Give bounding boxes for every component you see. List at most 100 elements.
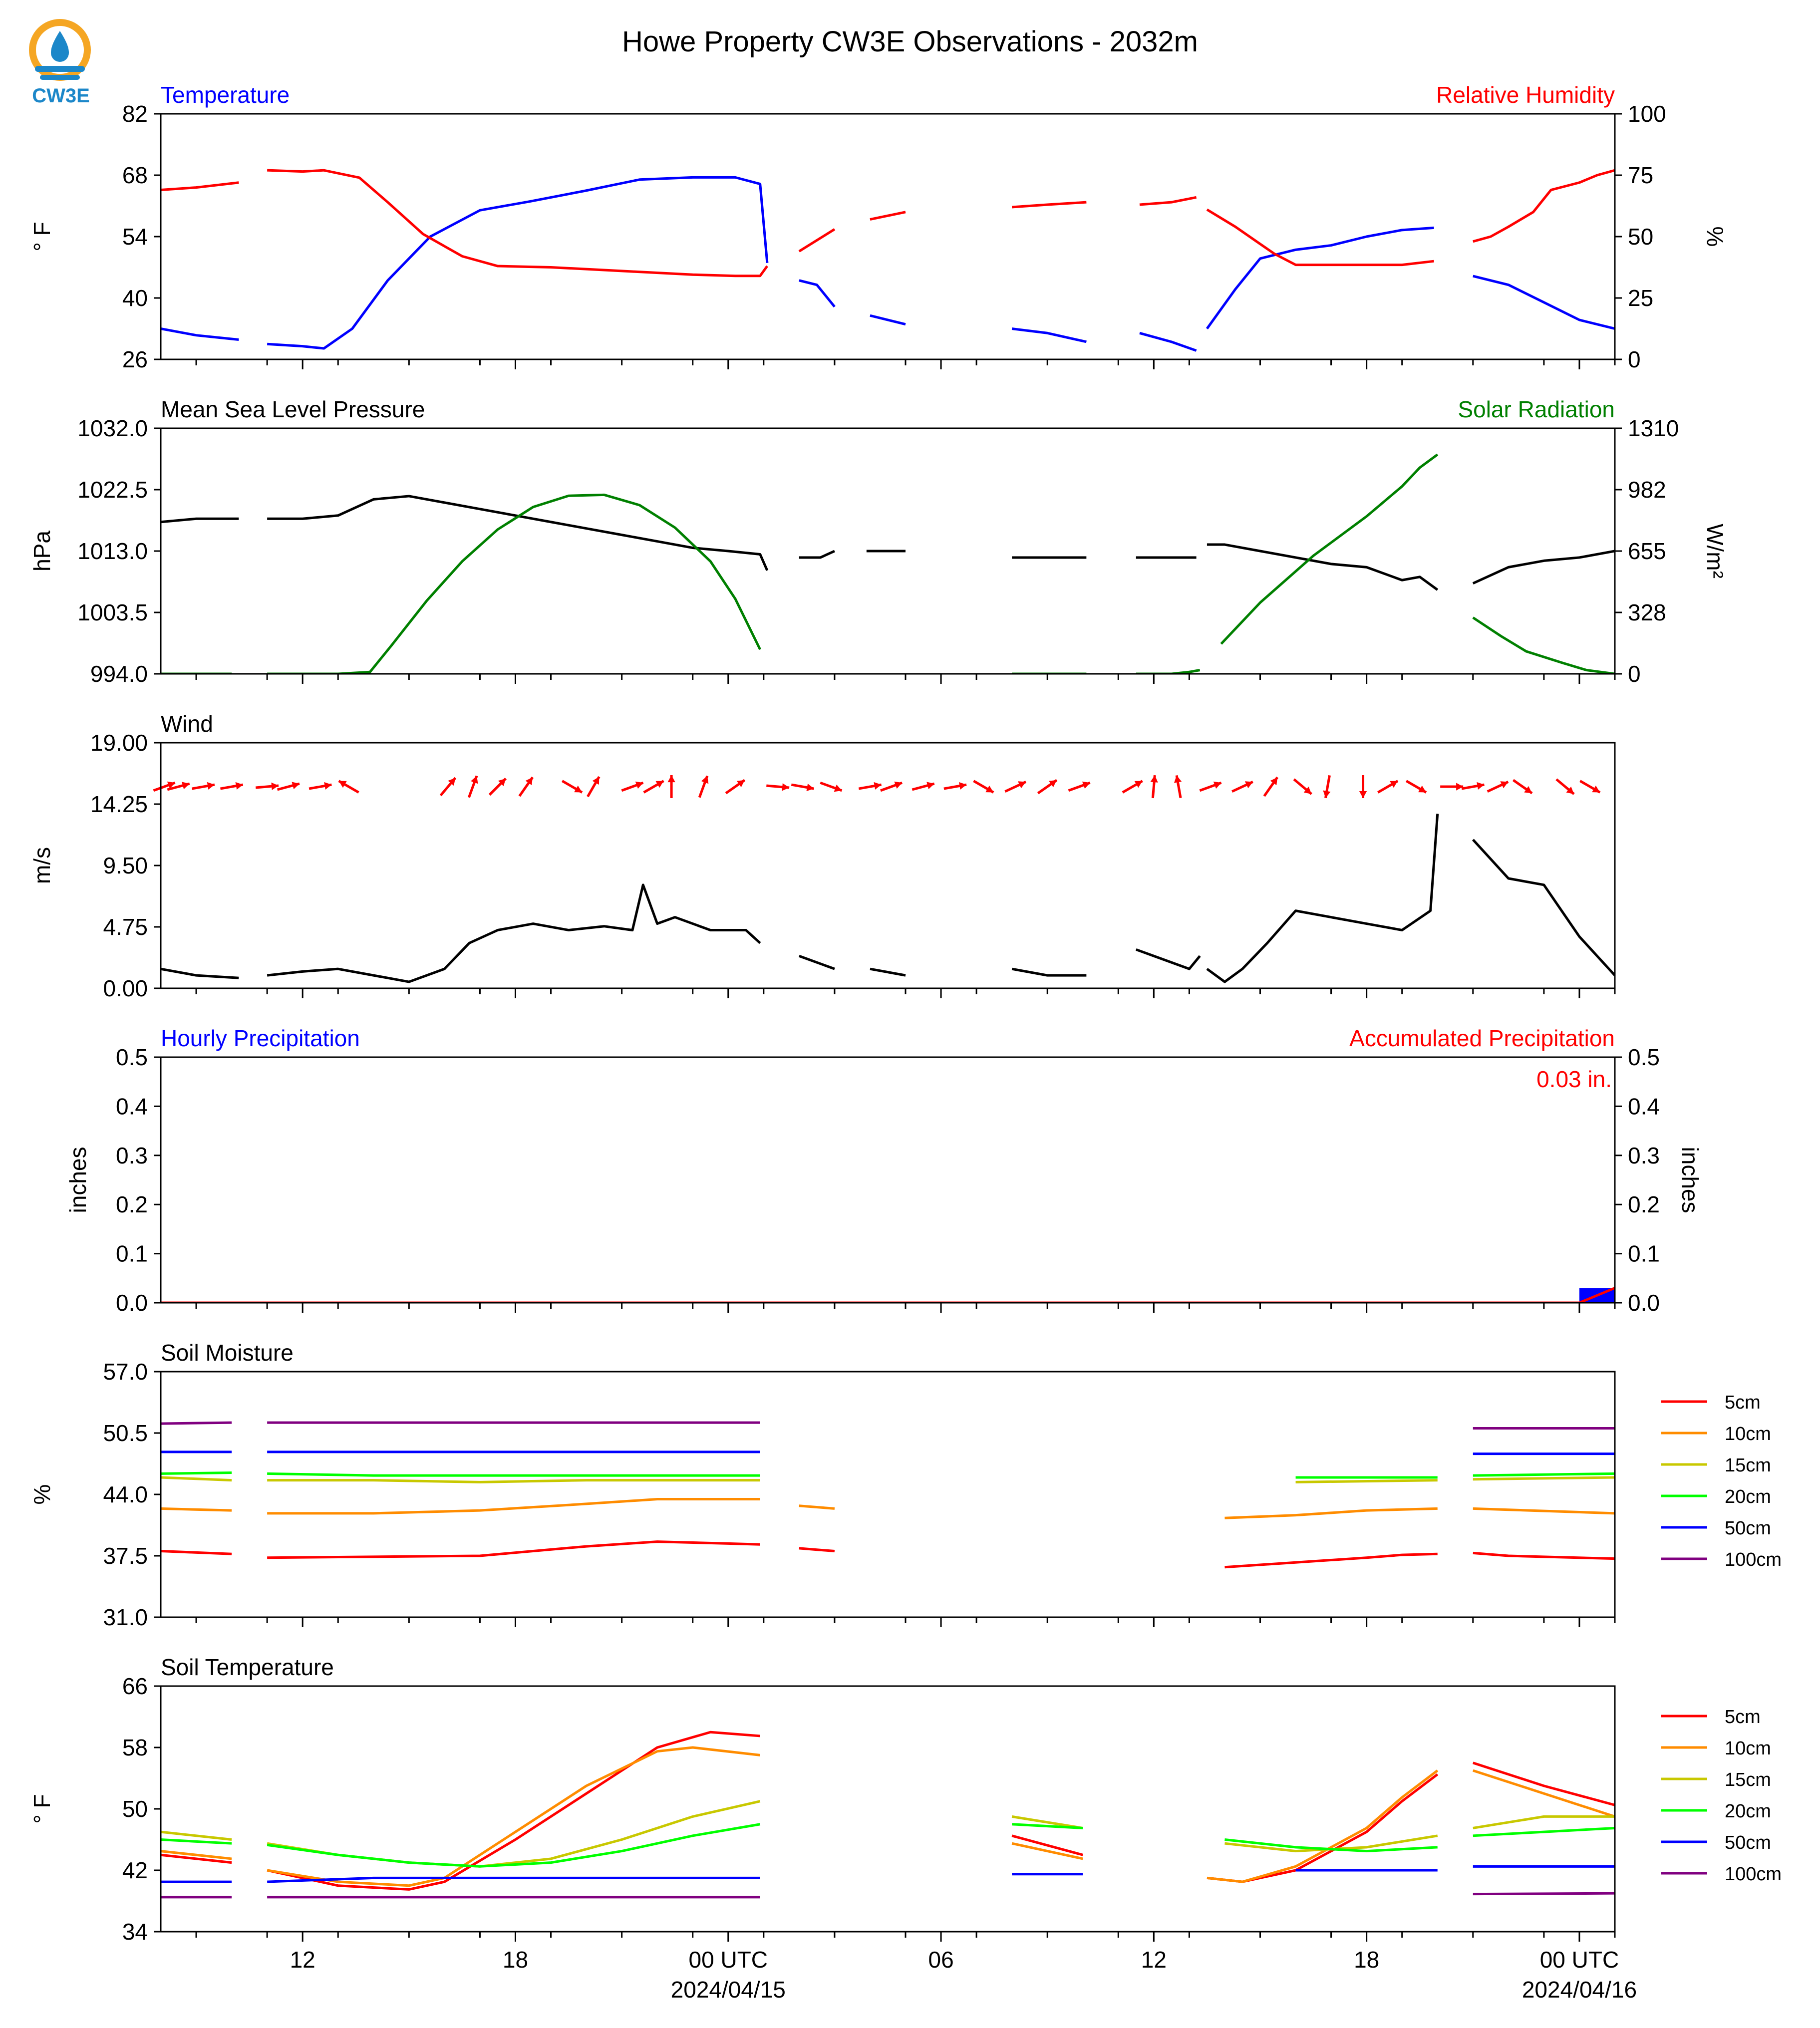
wind-arrow — [1231, 781, 1253, 793]
y-tick-label-left: 0.00 — [103, 975, 148, 1001]
logo-water-drop-icon — [51, 31, 69, 62]
wind-arrow-head — [207, 782, 215, 790]
wind-arrow — [1174, 775, 1182, 799]
data-layer — [161, 814, 1615, 983]
y-tick-label-left: 1003.5 — [77, 599, 148, 625]
wind-arrow-head — [806, 784, 814, 792]
wind-arrow — [256, 782, 279, 790]
panel-precip: Hourly Precipitation Accumulated Precipit… — [65, 1025, 1703, 1316]
series-line-50cm — [267, 1876, 760, 1883]
y-tick-label-left: 14.25 — [90, 791, 148, 817]
chart-title: Howe Property CW3E Observations - 2032m — [622, 25, 1198, 58]
y-tick-label-left: 31.0 — [103, 1604, 148, 1630]
y-axis-label-left: hPa — [29, 531, 55, 572]
series-line-15cm — [1011, 1815, 1083, 1829]
y-tick-label-left: 19.00 — [90, 730, 148, 756]
series-line-10cm — [1224, 1507, 1438, 1519]
wind-arrow — [643, 780, 664, 794]
wind-arrow-head — [926, 782, 934, 790]
x-tick-label: 18 — [1354, 1947, 1379, 1973]
series-line-temperature — [1011, 327, 1087, 343]
y-tick-label-right: 0.3 — [1628, 1143, 1660, 1168]
legend-label: 50cm — [1725, 1518, 1771, 1539]
series-line-wind-speed — [1472, 839, 1615, 976]
x-tick-label: 12 — [1141, 1947, 1167, 1973]
series-line-5cm — [799, 1547, 835, 1553]
series-line-15cm — [1473, 1815, 1615, 1829]
wind-arrow — [1487, 781, 1509, 793]
wind-arrow — [725, 779, 746, 795]
wind-arrow — [308, 782, 332, 790]
wind-arrow-head — [448, 778, 456, 786]
y-tick-label-right: 655 — [1628, 538, 1666, 564]
cw3e-logo: CW3E — [29, 19, 91, 107]
series-line-10cm — [267, 1497, 760, 1515]
wind-arrow — [858, 782, 882, 790]
series-line-5cm — [267, 1540, 760, 1559]
series-line-solar-radiation — [1472, 616, 1615, 674]
series-line-20cm — [1012, 1823, 1083, 1829]
legend: 5cm 10cm 15cm 20cm 50cm 100cm — [1661, 1392, 1782, 1570]
wind-arrow-head — [894, 781, 903, 789]
wind-arrow-head — [1244, 781, 1253, 789]
y-tick-label-left: 40 — [122, 285, 148, 311]
y-tick-label-left: 0.4 — [116, 1093, 148, 1119]
panel-temp_rh: Temperature Relative Humidity 26 40 54 68 82 0 2… — [29, 82, 1728, 372]
series-line-relative-humidity — [1473, 169, 1615, 243]
wind-arrow — [587, 776, 601, 798]
series-line-5cm — [1011, 1834, 1083, 1856]
y-tick-label-right: 0.0 — [1628, 1290, 1660, 1316]
wind-arrow — [153, 781, 176, 792]
wind-arrow — [1263, 776, 1279, 797]
wind-arrow-head — [1359, 791, 1367, 799]
wind-arrow — [667, 775, 675, 799]
y-tick-label-left: 34 — [122, 1919, 148, 1945]
x-date-label: 2024/04/16 — [1522, 1977, 1637, 2003]
series-line-wind-speed — [267, 883, 761, 983]
series-line-10cm — [1473, 1507, 1615, 1515]
legend-label: 15cm — [1725, 1769, 1771, 1790]
legend-label: 10cm — [1725, 1738, 1771, 1759]
y-axis-label-left: ° F — [29, 1794, 55, 1823]
wind-arrow-head — [1270, 777, 1278, 786]
panel-title-left: Mean Sea Level Pressure — [161, 396, 425, 422]
panel-title-right: Solar Radiation — [1458, 396, 1615, 422]
panel-frame — [160, 1685, 1616, 1933]
series-line-relative-humidity — [1206, 208, 1434, 267]
legend-label: 50cm — [1725, 1832, 1771, 1853]
wind-arrow — [621, 781, 644, 792]
y-tick-label-right: 25 — [1628, 285, 1653, 311]
series-line-mean-sea-level-pressure — [799, 550, 835, 559]
wind-arrow-head — [834, 784, 842, 792]
legend-label: 100cm — [1725, 1549, 1782, 1570]
series-line-5cm — [161, 1853, 232, 1864]
wind-arrow-head — [292, 782, 300, 790]
wind-arrow — [911, 782, 935, 791]
y-tick-label-left: 42 — [122, 1857, 148, 1883]
wind-arrow — [220, 782, 244, 790]
y-tick-label-left: 57.0 — [103, 1359, 148, 1385]
logo-text: CW3E — [32, 85, 90, 107]
wind-arrow-head — [655, 781, 664, 788]
data-layer — [161, 169, 1615, 352]
series-line-10cm — [1011, 1842, 1083, 1860]
y-tick-label-left: 66 — [122, 1673, 148, 1699]
y-tick-label-right: 0.2 — [1628, 1191, 1660, 1217]
y-tick-label-left: 58 — [122, 1735, 148, 1760]
wind-arrow — [698, 775, 709, 798]
y-tick-label-left: 1032.0 — [77, 415, 148, 441]
wind-arrow-head — [667, 775, 675, 783]
y-tick-label-left: 1013.0 — [77, 538, 148, 564]
logo-wave-2 — [40, 75, 80, 80]
series-line-temperature — [799, 279, 836, 308]
series-line-temperature — [870, 314, 906, 326]
wind-arrow — [1293, 778, 1312, 795]
series-line-temperature — [1473, 275, 1615, 330]
series-line-20cm — [1473, 1472, 1615, 1477]
wind-arrow-head — [271, 782, 279, 790]
series-line-5cm — [1473, 1761, 1615, 1806]
series-line-mean-sea-level-pressure — [1207, 543, 1439, 591]
series-line-temperature — [1139, 331, 1197, 352]
wind-arrow-head — [235, 782, 243, 790]
series-line-temperature — [1206, 226, 1434, 329]
